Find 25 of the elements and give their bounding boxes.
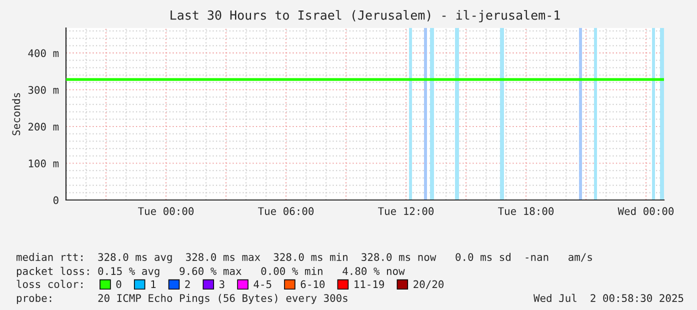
legend-title: loss color:: [16, 280, 82, 288]
x-tick-label: Tue 18:00: [498, 207, 554, 216]
y-tick-label: 0: [53, 196, 58, 204]
y-tick-label: 100 m: [28, 160, 59, 168]
legend-label: 20/20: [414, 280, 444, 289]
x-tick-label: Wed 00:00: [618, 207, 674, 216]
y-axis-title: Seconds: [12, 93, 20, 136]
legend-label: 4-5: [254, 280, 272, 288]
text: Wed Jul 2 00:58:30 2025: [533, 294, 684, 302]
legend-label: 3: [220, 280, 224, 288]
y-tick-label: 400 m: [28, 49, 59, 58]
x-tick-label: Tue 12:00: [378, 207, 434, 216]
x-tick-label: Tue 06:00: [258, 207, 314, 216]
text: packet loss: 0.15 % avg 9.60 % max 0.00 % min 4.80 % now: [16, 266, 405, 278]
x-tick-label: Tue 00:00: [138, 207, 194, 216]
y-tick-label: 200 m: [28, 122, 59, 131]
legend-label: 11-19: [354, 280, 384, 288]
text: probe: 20 ICMP Echo Pings (56 Bytes) every 300s: [16, 294, 348, 304]
legend-label: 0: [116, 280, 122, 288]
chart-title: Last 30 Hours to Israel (Jerusalem) - il-jerusalem-1: [170, 10, 560, 22]
legend-label: 1: [151, 280, 156, 288]
text: median rtt: 328.0 ms avg 328.0 ms max 328.0 ms min 328.0 ms now 0.0 ms sd -nan am/s: [16, 252, 592, 264]
legend-label: 2: [185, 280, 190, 288]
legend-label: 6-10: [300, 280, 325, 288]
y-tick-label: 300 m: [28, 86, 59, 94]
